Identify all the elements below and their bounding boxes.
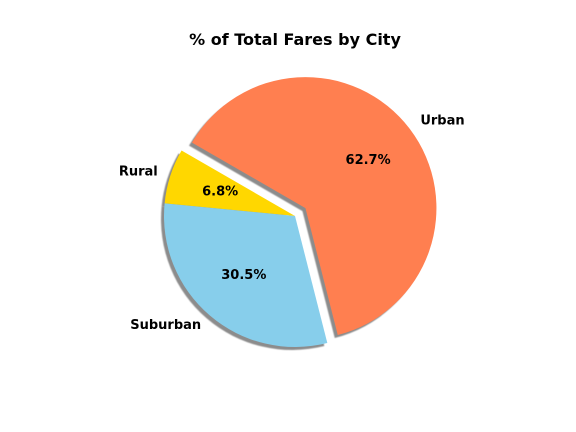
pie-label-rural: Rural [119,165,158,180]
pie-pct-label-suburban: 30.5% [221,268,266,283]
chart-title: % of Total Fares by City [189,30,401,49]
pie-slice-suburban [163,203,328,348]
pie-slice-layer [163,77,437,348]
pie-label-urban: Urban [420,114,464,129]
pie-slice-urban [191,77,437,336]
pie-label-layer: Rural 6.8% Suburban 30.5% Urban 62.7% [119,114,465,333]
pie-pct-label-urban: 62.7% [346,153,391,168]
pie-slice-rural [164,150,295,216]
pie-label-suburban: Suburban [130,318,201,333]
pie-pct-label-rural: 6.8% [202,185,238,200]
